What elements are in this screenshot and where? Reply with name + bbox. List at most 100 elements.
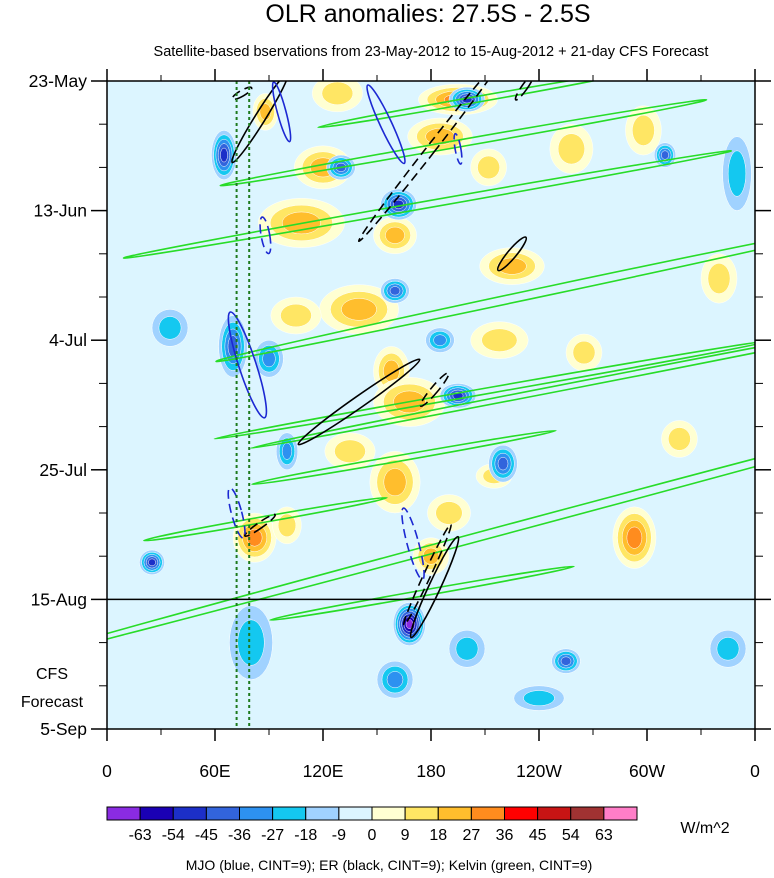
olr-anomaly-34-3 (497, 456, 509, 471)
colorbar-label-0: -63 (129, 827, 152, 844)
olr-anomaly-19-3 (626, 526, 643, 549)
er-contour-3 (297, 358, 421, 446)
olr-anomaly-43-1 (237, 619, 265, 666)
colorbar-box-2 (172, 806, 207, 821)
kelvin-contour-5 (250, 317, 755, 450)
olr-anomaly-22-1 (334, 439, 366, 463)
colorbar-label-6: -9 (332, 827, 346, 844)
colorbar-box-11 (470, 806, 505, 821)
olr-anomaly-35-4 (148, 558, 156, 567)
olr-anomaly-11-1 (280, 303, 312, 328)
y-tick-label-4: 15-Aug (31, 589, 87, 609)
chart-footnote: MJO (blue, CINT=9); ER (black, CINT=9); … (186, 857, 593, 873)
x-tick-label-3: 180 (416, 761, 445, 781)
colorbar-box-8 (371, 806, 406, 821)
colorbar-box-0 (106, 806, 141, 821)
olr-anomaly-2-1 (321, 81, 354, 105)
olr-anomaly-12-1 (481, 328, 518, 352)
y-tick-label-1: 13-Jun (33, 201, 87, 221)
kelvin-contour-0 (317, 81, 635, 129)
forecast-label-line-2: Forecast (21, 694, 84, 711)
olr-anomaly-24-1 (632, 114, 655, 146)
colorbar-label-9: 18 (429, 827, 447, 844)
colorbar: -63 -54 -45 -36 -27 -18 -9 0 9 18 27 36 45 54 63 (106, 806, 638, 844)
x-tick-label-2: 120E (303, 761, 344, 781)
y-tick-label-3: 25-Jul (39, 460, 87, 480)
olr-anomaly-9-1 (557, 133, 585, 165)
colorbar-box-14 (570, 806, 605, 821)
olr-anomaly-45-1 (716, 637, 740, 661)
kelvin-contour-2 (122, 149, 733, 259)
mjo-contour-5 (227, 487, 246, 539)
er-contour-6 (402, 523, 452, 626)
colorbar-label-14: 63 (595, 827, 613, 844)
kelvin-contour-6 (107, 383, 755, 667)
colorbar-label-11: 36 (496, 827, 514, 844)
kelvin-contour-7 (269, 565, 575, 621)
colorbar-label-10: 27 (462, 827, 480, 844)
colorbar-label-12: 45 (529, 827, 547, 844)
mjo-contour-1 (366, 84, 406, 165)
er-contour-2 (496, 236, 528, 272)
olr-anomaly-15-2 (383, 468, 407, 497)
kelvin-contour-8 (251, 429, 557, 486)
olr-anomaly-17-3 (246, 528, 263, 547)
colorbar-box-10 (437, 806, 472, 821)
colorbar-label-4: -27 (261, 827, 284, 844)
colorbar-label-13: 54 (562, 827, 580, 844)
colorbar-box-7 (338, 806, 373, 821)
chart-title: OLR anomalies: 27.5S - 2.5S (265, 0, 590, 28)
colorbar-label-3: -36 (228, 827, 251, 844)
colorbar-box-12 (504, 806, 539, 821)
mjo-contour-4 (453, 132, 463, 165)
wave-contours (107, 81, 755, 667)
y-tick-label-2: 4-Jul (49, 330, 87, 350)
olr-anomaly-44-1 (455, 637, 479, 661)
olr-anomaly-16-1 (435, 501, 463, 525)
olr-anomaly-48-2 (281, 442, 293, 460)
y-axis: 23-May 13-Jun 4-Jul 25-Jul 15-Aug 5-Sep (29, 71, 771, 739)
olr-anomaly-32-3 (389, 286, 401, 296)
er-contour-8 (231, 86, 253, 101)
colorbar-units: W/m^2 (680, 820, 729, 837)
colorbar-label-2: -45 (195, 827, 218, 844)
mjo-contour-6 (401, 507, 425, 581)
colorbar-label-8: 9 (401, 827, 410, 844)
colorbar-box-13 (537, 806, 572, 821)
colorbar-label-1: -54 (162, 827, 185, 844)
y-tick-label-5: 5-Sep (40, 719, 87, 739)
er-contour-5 (243, 513, 277, 538)
colorbar-box-6 (305, 806, 340, 821)
colorbar-box-9 (404, 806, 439, 821)
olr-anomaly-39-3 (660, 150, 670, 160)
er-contour-1 (357, 81, 505, 243)
kelvin-contour-9 (143, 496, 388, 542)
olr-anomaly-7-2 (385, 226, 405, 244)
olr-anomaly-38-2 (262, 350, 276, 368)
x-tick-label-1: 60E (199, 761, 230, 781)
colorbar-box-15 (603, 806, 638, 821)
guide-lines (235, 81, 251, 729)
olr-anomaly-36-3 (560, 656, 572, 666)
olr-anomaly-21-1 (572, 340, 596, 365)
x-tick-label-5: 60W (629, 761, 665, 781)
mjo-contour-0 (271, 81, 292, 143)
olr-anomaly-42-1 (523, 690, 555, 706)
x-tick-label-6: 0 (750, 761, 760, 781)
kelvin-contour-3 (215, 219, 755, 363)
olr-anomaly-41-2 (386, 671, 404, 689)
kelvin-contour-4 (213, 339, 755, 440)
olr-anomaly-5-1 (477, 155, 500, 180)
er-contour-0 (231, 81, 289, 164)
olr-anomaly-27-4 (220, 147, 228, 163)
colorbar-box-4 (239, 806, 274, 821)
colorbar-label-7: 0 (368, 827, 377, 844)
forecast-label-line-1: CFS (36, 666, 68, 683)
x-tick-label-4: 120W (516, 761, 562, 781)
olr-anomaly-8-2 (497, 257, 527, 275)
colorbar-box-3 (205, 806, 240, 821)
olr-anomaly-46-1 (158, 316, 182, 340)
mjo-contour-2 (227, 311, 268, 419)
kelvin-contour-1 (219, 98, 708, 187)
